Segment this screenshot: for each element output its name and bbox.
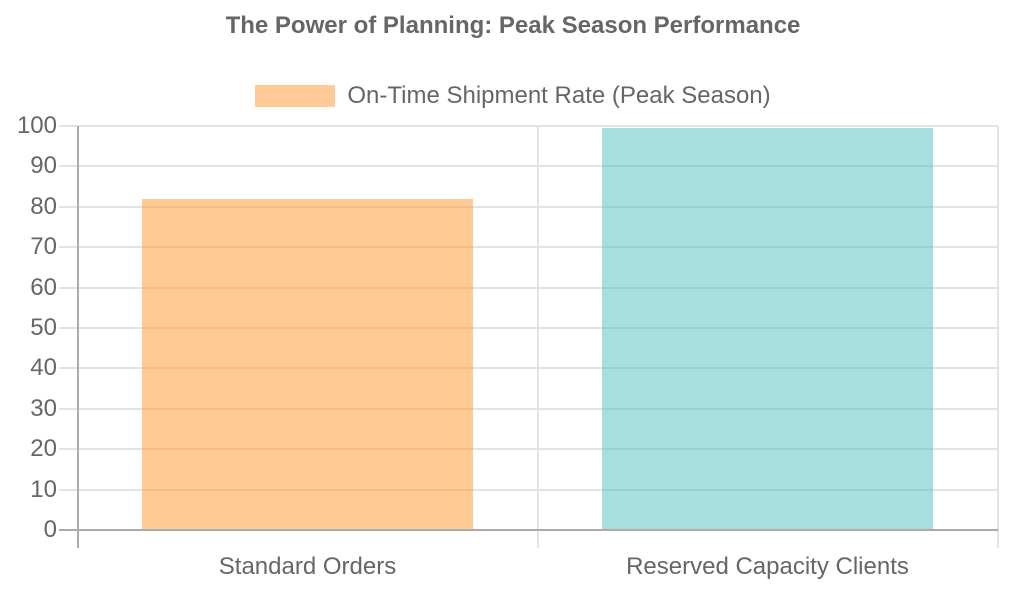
y-axis-tick bbox=[58, 165, 77, 168]
y-axis-tick bbox=[58, 286, 77, 289]
y-axis-tick-label: 80 bbox=[30, 192, 57, 220]
y-axis-tick-label: 70 bbox=[30, 233, 57, 261]
y-axis-tick bbox=[58, 125, 77, 127]
y-axis-tick-label: 100 bbox=[16, 112, 57, 139]
y-axis-tick bbox=[58, 205, 77, 208]
y-axis-tick-label: 20 bbox=[30, 435, 57, 463]
y-axis-tick-label: 40 bbox=[30, 354, 57, 382]
y-axis-tick bbox=[58, 327, 77, 329]
plot-right-border bbox=[996, 126, 999, 548]
y-axis-tick-label: 10 bbox=[30, 475, 57, 503]
y-axis-tick-label: 30 bbox=[30, 394, 57, 422]
x-axis-line bbox=[58, 529, 998, 531]
y-axis-line bbox=[76, 126, 79, 548]
y-axis-tick-label: 0 bbox=[43, 516, 57, 543]
y-axis-tick bbox=[58, 448, 77, 451]
y-axis-tick-label: 90 bbox=[30, 152, 57, 180]
x-axis-label: Standard Orders bbox=[218, 553, 397, 580]
x-axis-tick bbox=[536, 530, 539, 548]
legend-label: On-Time Shipment Rate (Peak Season) bbox=[347, 82, 771, 109]
y-axis-tick bbox=[58, 367, 77, 370]
legend-swatch-icon bbox=[255, 85, 336, 107]
legend-item[interactable]: On-Time Shipment Rate (Peak Season) bbox=[255, 82, 771, 109]
category-divider-gridline bbox=[536, 126, 539, 530]
bar-standard-orders bbox=[141, 198, 474, 530]
y-axis-tick-label: 50 bbox=[30, 314, 57, 341]
bar-reserved-capacity-clients bbox=[601, 128, 934, 530]
legend: On-Time Shipment Rate (Peak Season) bbox=[0, 84, 1026, 108]
x-axis-label: Reserved Capacity Clients bbox=[626, 553, 909, 580]
chart-title: The Power of Planning: Peak Season Perfo… bbox=[225, 12, 801, 39]
y-axis-tick bbox=[58, 488, 77, 491]
y-axis-tick bbox=[58, 246, 77, 249]
y-axis-tick-label: 60 bbox=[30, 273, 57, 301]
y-axis-tick bbox=[58, 407, 77, 410]
